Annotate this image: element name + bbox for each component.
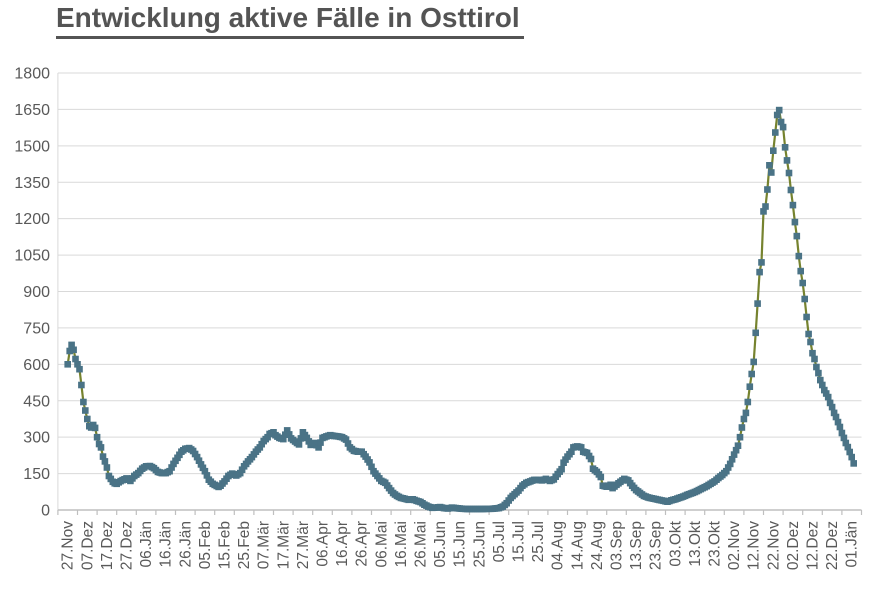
x-axis-tick-label: 07.Dez	[79, 521, 96, 570]
x-axis-tick-label: 15.Feb	[217, 521, 234, 569]
x-axis-tick-label: 17.Mär	[275, 521, 292, 569]
y-axis-tick-label: 150	[23, 466, 50, 483]
x-axis-tick-label: 05.Jul	[491, 521, 508, 562]
x-axis-tick-label: 16.Apr	[334, 521, 351, 567]
x-axis-tick-label: 17.Dez	[99, 521, 116, 570]
x-axis-tick-label: 15.Jun	[452, 521, 469, 568]
y-axis-tick-label: 1650	[14, 102, 50, 119]
y-axis-tick-label: 1200	[14, 211, 50, 228]
y-axis-tick-label: 1050	[14, 248, 50, 265]
x-axis-tick-label: 27.Nov	[60, 521, 77, 570]
x-axis-tick-label: 22.Nov	[765, 521, 782, 570]
y-axis-tick-label: 300	[23, 430, 50, 447]
x-axis-tick-label: 26.Jän	[177, 521, 194, 568]
x-axis-tick-label: 16.Jän	[158, 521, 175, 568]
x-axis-tick-label: 26.Mai	[413, 521, 430, 568]
x-axis-tick-label: 25.Jul	[530, 521, 547, 562]
y-axis-tick-label: 1500	[14, 138, 50, 155]
x-axis-tick-label: 16.Mai	[393, 521, 410, 568]
y-axis-tick-label: 0	[41, 503, 50, 520]
x-axis-tick-label: 06.Apr	[315, 521, 332, 567]
chart-title: Entwicklung aktive Fälle in Osttirol	[56, 2, 524, 39]
x-axis-tick-label: 02.Nov	[726, 521, 743, 570]
x-axis-tick-label: 06.Mai	[373, 521, 390, 568]
x-axis-tick-label: 03.Okt	[667, 520, 684, 566]
x-axis-tick-label: 12.Nov	[746, 521, 763, 570]
cases-markers	[64, 106, 857, 513]
x-axis-tick-label: 15.Jul	[511, 521, 528, 562]
y-axis-tick-label: 600	[23, 357, 50, 374]
y-axis-tick-label: 1800	[14, 66, 50, 83]
x-axis-tick-label: 27.Mär	[295, 521, 312, 569]
x-axis-tick-label: 13.Sep	[628, 521, 645, 570]
x-axis-tick-label: 24.Aug	[589, 521, 606, 570]
y-axis-tick-label: 900	[23, 284, 50, 301]
x-axis-tick-label: 13.Okt	[687, 520, 704, 566]
y-axis-tick-label: 450	[23, 393, 50, 410]
x-axis-tick-label: 04.Aug	[550, 521, 567, 570]
x-axis-tick-label: 26.Apr	[354, 521, 371, 567]
x-axis-tick-label: 03.Sep	[609, 521, 626, 570]
x-axis-tick-label: 05.Jun	[432, 521, 449, 568]
x-axis-tick-label: 23.Okt	[707, 520, 724, 566]
x-axis-tick-label: 06.Jän	[138, 521, 155, 568]
x-axis-tick-label: 12.Dez	[805, 521, 822, 570]
x-axis-tick-label: 02.Dez	[785, 521, 802, 570]
x-axis-tick-label: 05.Feb	[197, 521, 214, 569]
x-axis-tick-label: 14.Aug	[569, 521, 586, 570]
x-axis-tick-label: 01.Jän	[844, 521, 861, 568]
y-axis-tick-label: 1350	[14, 175, 50, 192]
x-axis-tick-label: 22.Dez	[824, 521, 841, 570]
x-axis-tick-label: 23.Sep	[648, 521, 665, 570]
x-axis-tick-label: 25.Feb	[236, 521, 253, 569]
x-axis-tick-label: 07.Mär	[256, 521, 273, 569]
y-axis-tick-label: 750	[23, 320, 50, 337]
x-axis-tick-label: 25.Jun	[471, 521, 488, 568]
x-axis-tick-label: 27.Dez	[119, 521, 136, 570]
